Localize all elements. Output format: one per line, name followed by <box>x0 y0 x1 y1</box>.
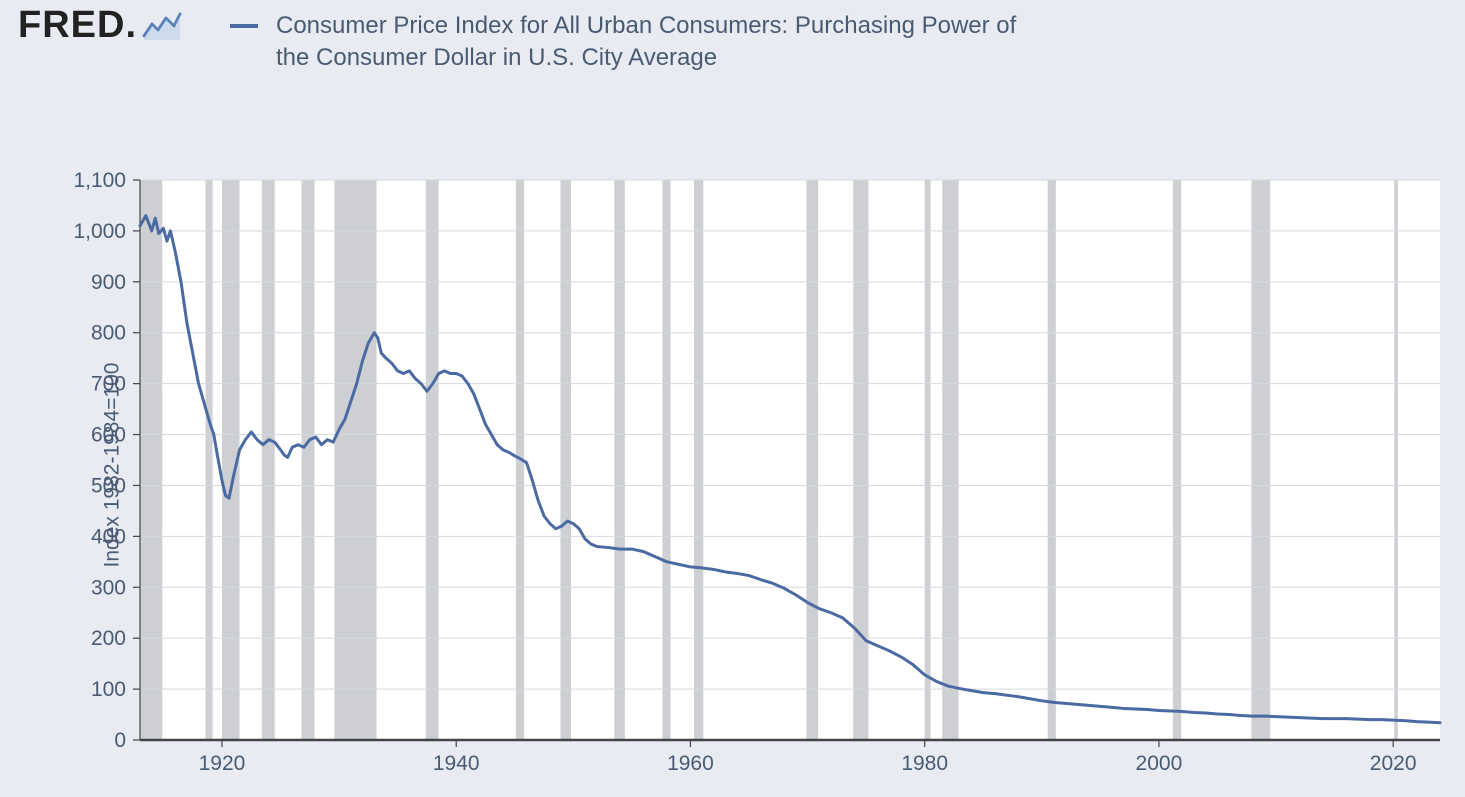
y-tick-label: 400 <box>91 525 126 548</box>
y-tick-label: 1,100 <box>73 169 126 192</box>
legend-title: Consumer Price Index for All Urban Consu… <box>276 10 1056 75</box>
y-tick-label: 800 <box>91 322 126 345</box>
x-tick-label: 1980 <box>901 752 948 775</box>
fred-chart-icon <box>142 10 182 42</box>
y-tick-label: 300 <box>91 576 126 599</box>
y-tick-label: 900 <box>91 271 126 294</box>
chart-container: Index 1982-1984=100 01002003004005006007… <box>20 140 1450 790</box>
x-tick-label: 1960 <box>667 752 714 775</box>
y-tick-label: 600 <box>91 424 126 447</box>
y-tick-label: 100 <box>91 678 126 701</box>
line-chart: 0 100 200 300 400 500 600 700 800 900 1,000 1,100 19… <box>20 140 1450 790</box>
fred-logo-text: FRED. <box>18 6 137 44</box>
fred-logo: FRED. <box>18 6 182 44</box>
x-tick-label: 2020 <box>1370 752 1417 775</box>
legend-swatch <box>230 24 258 28</box>
y-tick-label: 1,000 <box>73 220 126 243</box>
chart-legend: Consumer Price Index for All Urban Consu… <box>230 10 1056 75</box>
x-tick-label: 1940 <box>433 752 480 775</box>
page-root: FRED. Consumer Price Index for All Urban… <box>0 0 1465 797</box>
x-tick-label: 1920 <box>199 752 246 775</box>
x-tick-label: 2000 <box>1136 752 1183 775</box>
y-tick-label: 0 <box>114 729 126 752</box>
y-tick-label: 700 <box>91 373 126 396</box>
y-tick-label: 500 <box>91 474 126 497</box>
y-tick-label: 200 <box>91 627 126 650</box>
